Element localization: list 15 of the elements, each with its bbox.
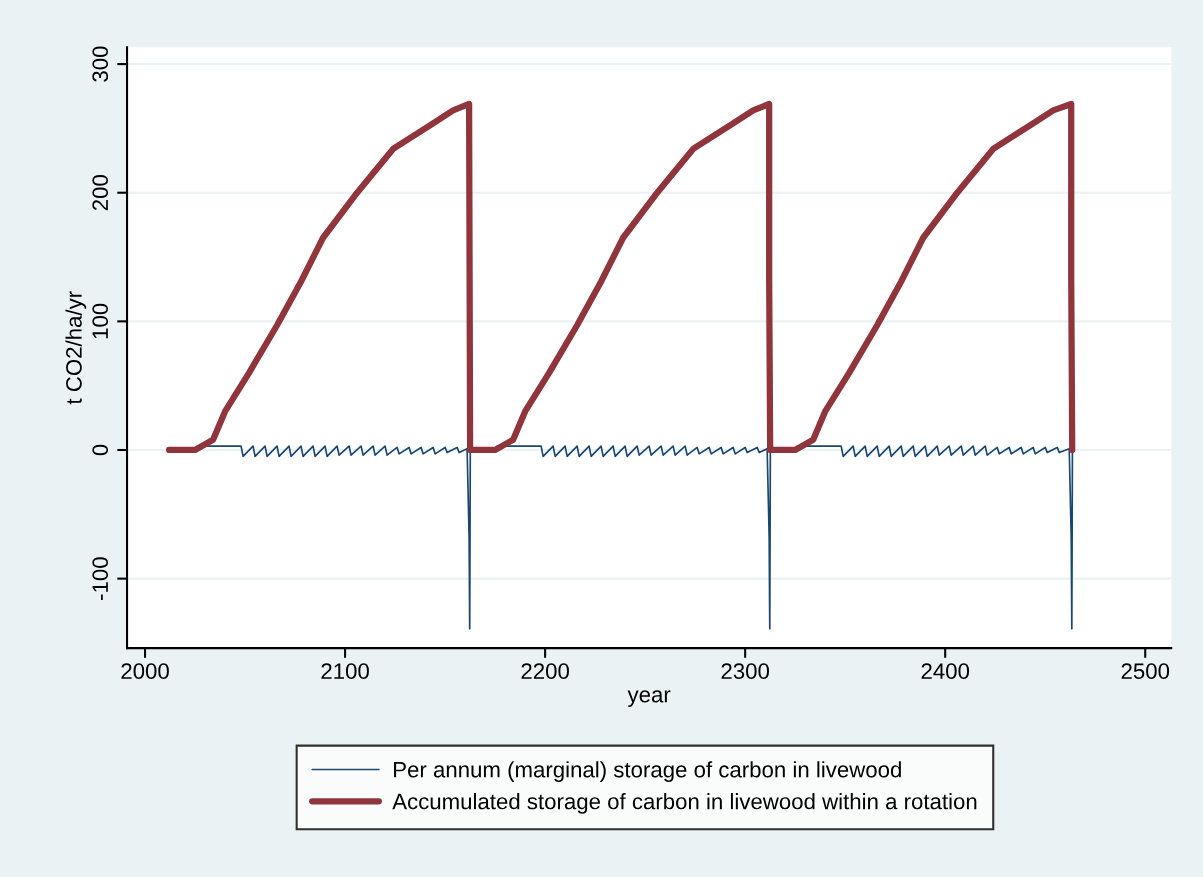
y-tick-label: 200	[92, 175, 109, 211]
y-tick-label: -100	[92, 557, 109, 600]
x-axis-title: year	[627, 690, 671, 707]
x-tick-label: 2200	[521, 663, 569, 680]
x-tick-label: 2000	[121, 663, 169, 680]
y-tick-label: 100	[92, 303, 109, 339]
x-tick-label: 2400	[921, 663, 970, 680]
y-tick-label: 0	[92, 444, 109, 456]
y-axis-title: t CO2/ha/yr	[65, 291, 87, 405]
legend-label: Accumulated storage of carbon in livewood within a rotation	[392, 793, 977, 814]
x-tick-label: 2500	[1121, 663, 1170, 680]
legend-label: Per annum (marginal) storage of carbon in livewood	[394, 761, 901, 782]
x-tick-label: 2100	[321, 663, 369, 680]
x-tick-label: 2300	[721, 663, 770, 680]
y-tick-label: 300	[92, 46, 109, 82]
